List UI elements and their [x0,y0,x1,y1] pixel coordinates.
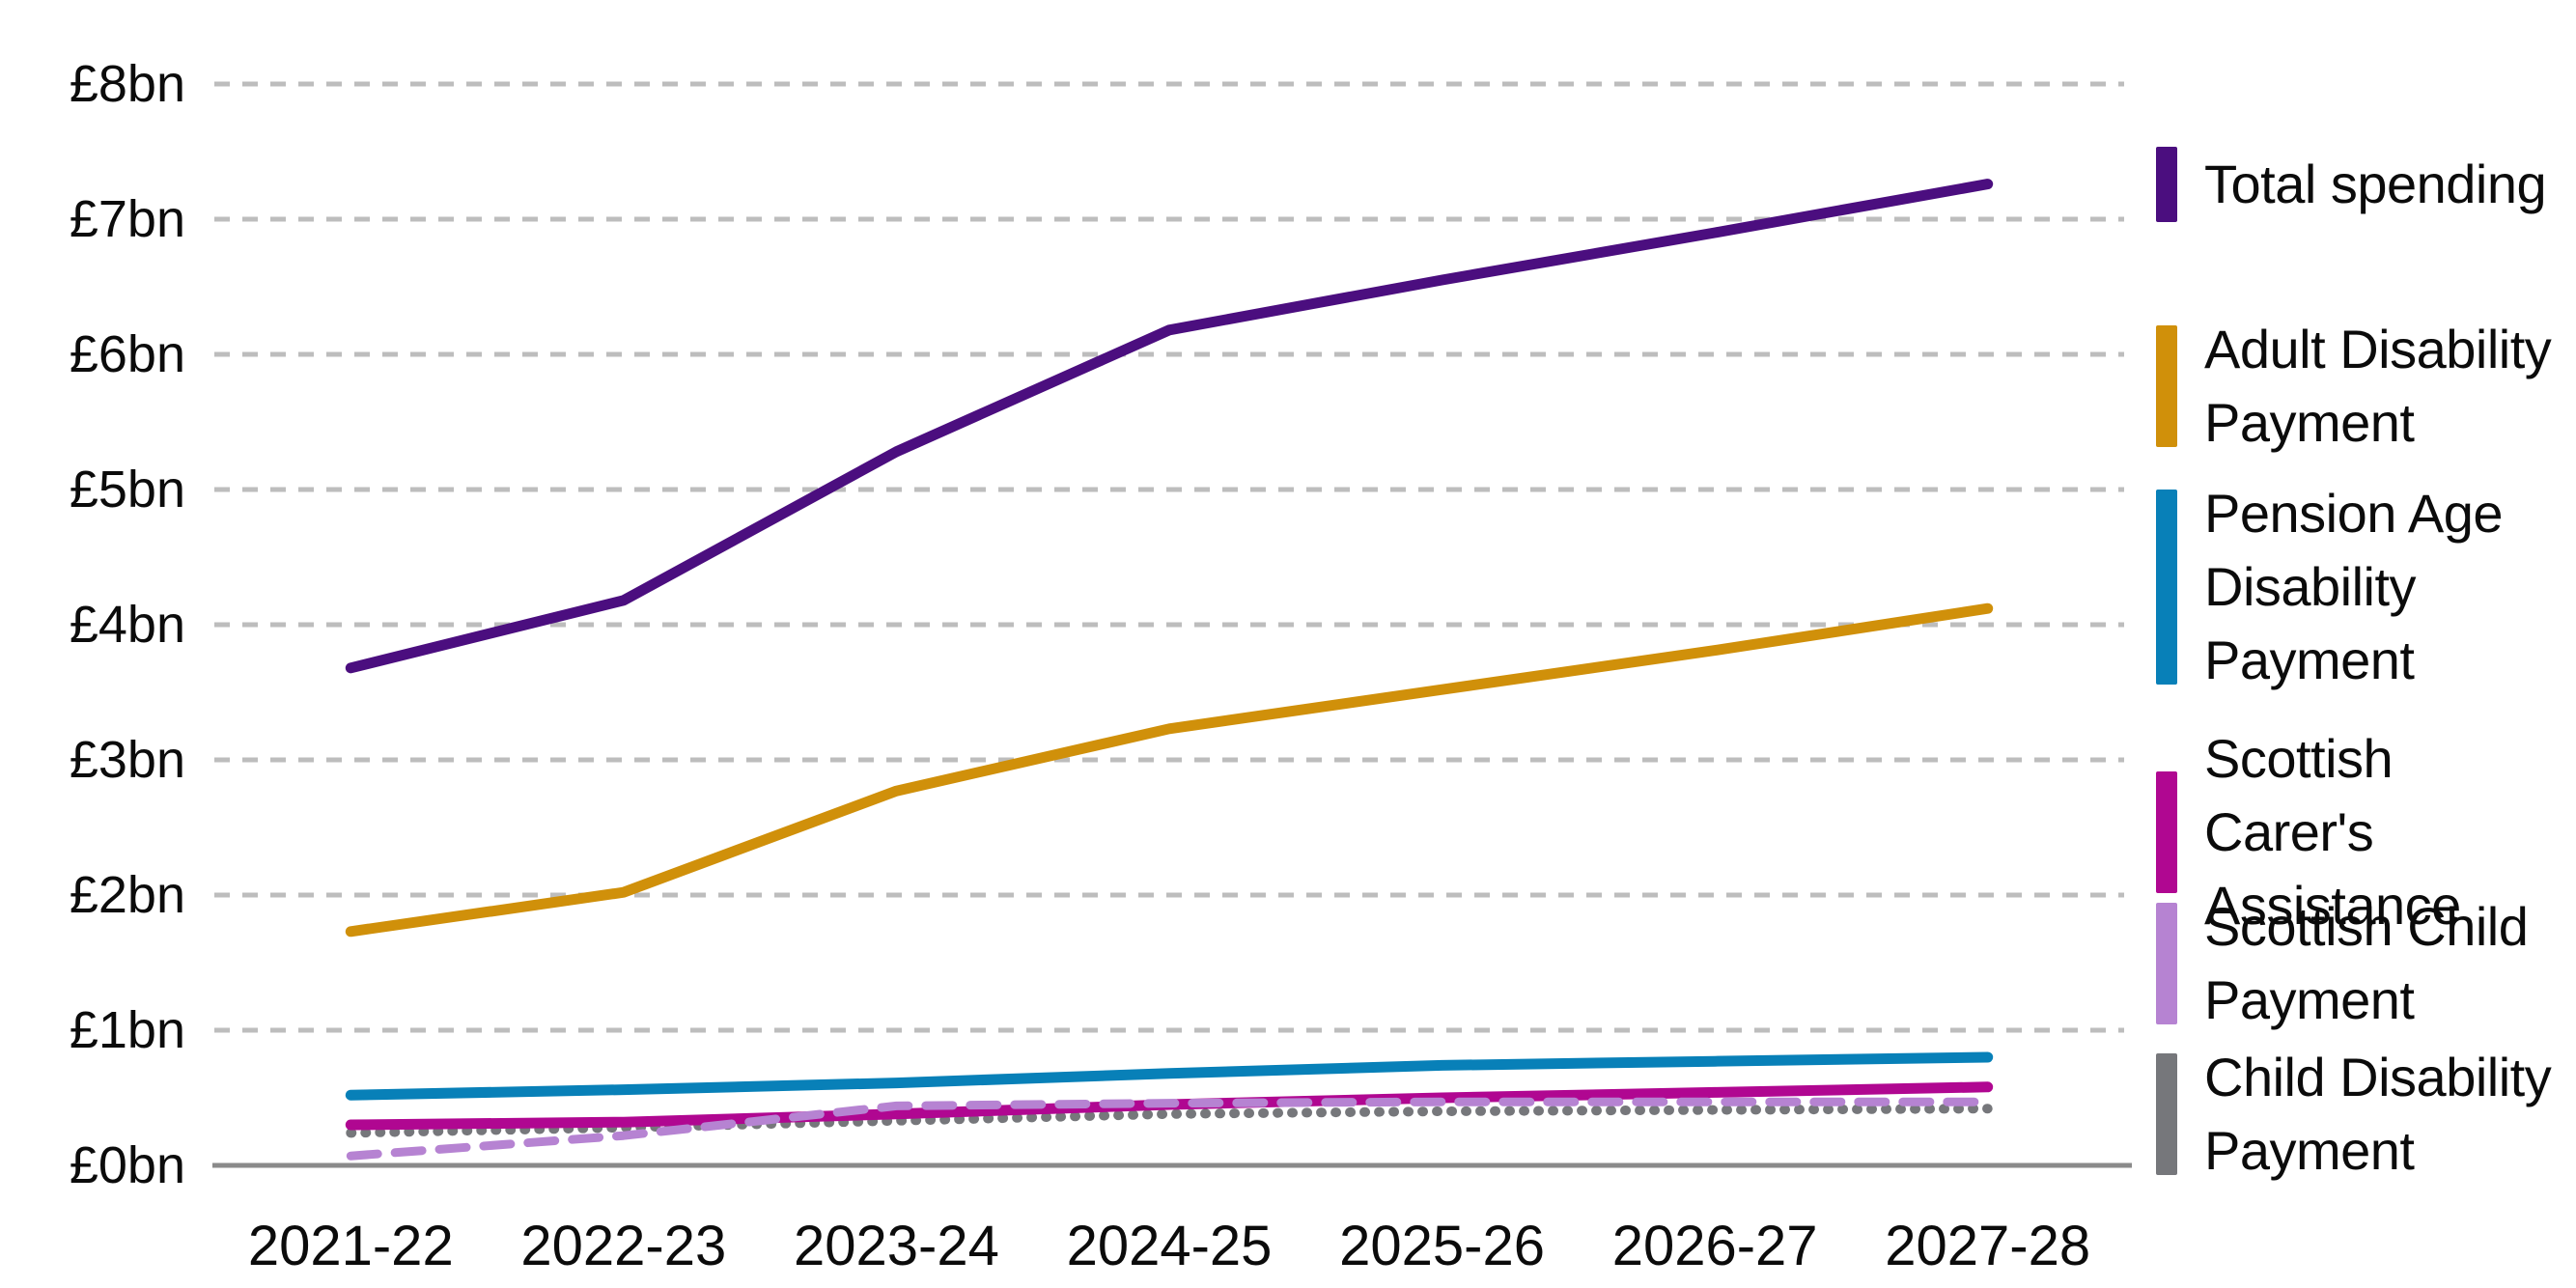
legend-swatch-pension-age-disability-payment [2156,490,2177,685]
legend-swatch-adult-disability-payment [2156,325,2177,447]
legend-swatch-total-spending [2156,147,2177,222]
legend-swatch-scottish-carer-s-assistance [2156,771,2177,893]
series-line-scottish-child-payment [346,1097,1993,1161]
x-axis-tick-label: 2024-25 [1066,1215,1273,1277]
x-axis-tick-label: 2027-28 [1885,1215,2091,1277]
legend-item-total-spending: Total spending [2156,147,2547,222]
y-axis-tick-label: £5bn [69,461,185,518]
series-line-pension-age-disability-payment [345,1051,1994,1101]
legend-label-pension-age-disability-payment: Pension Age Disability Payment [2204,483,2503,690]
legend-item-scottish-child-payment: Scottish Child Payment [2156,890,2529,1037]
x-axis-tick-label: 2023-24 [793,1215,999,1277]
legend-label-scottish-carer-s-assistance: Scottish Carer's Assistance [2204,728,2461,936]
legend-label-scottish-child-payment: Scottish Child Payment [2204,896,2529,1030]
y-axis-tick-label: £2bn [69,866,185,924]
legend-swatch-scottish-child-payment [2156,903,2177,1024]
y-axis-tick-label: £4bn [69,596,185,654]
y-axis-tick-label: £1bn [69,1001,185,1059]
legend-label-child-disability-payment: Child Disability Payment [2204,1047,2552,1181]
x-axis-tick-label: 2021-22 [247,1215,454,1277]
y-axis-tick-label: £8bn [69,55,185,113]
series-line-child-disability-payment [346,1104,1993,1138]
series-line-total-spending [345,179,1994,674]
legend-label-adult-disability-payment: Adult Disability Payment [2204,319,2552,453]
series-line-adult-disability-payment [345,602,1994,938]
y-axis-tick-label: £7bn [69,190,185,248]
legend-label-total-spending: Total spending [2204,154,2547,214]
legend-item-scottish-carer-s-assistance: Scottish Carer's Assistance [2156,722,2576,942]
x-axis-tick-label: 2022-23 [520,1215,727,1277]
y-axis-tick-label: £6bn [69,325,185,383]
legend-item-adult-disability-payment: Adult Disability Payment [2156,313,2552,460]
legend-item-pension-age-disability-payment: Pension Age Disability Payment [2156,477,2503,697]
x-axis-tick-label: 2025-26 [1339,1215,1545,1277]
legend-item-child-disability-payment: Child Disability Payment [2156,1041,2552,1188]
legend-swatch-child-disability-payment [2156,1053,2177,1175]
x-axis-tick-label: 2026-27 [1611,1215,1818,1277]
y-axis-tick-label: £0bn [69,1136,185,1194]
y-axis-tick-label: £3bn [69,731,185,789]
